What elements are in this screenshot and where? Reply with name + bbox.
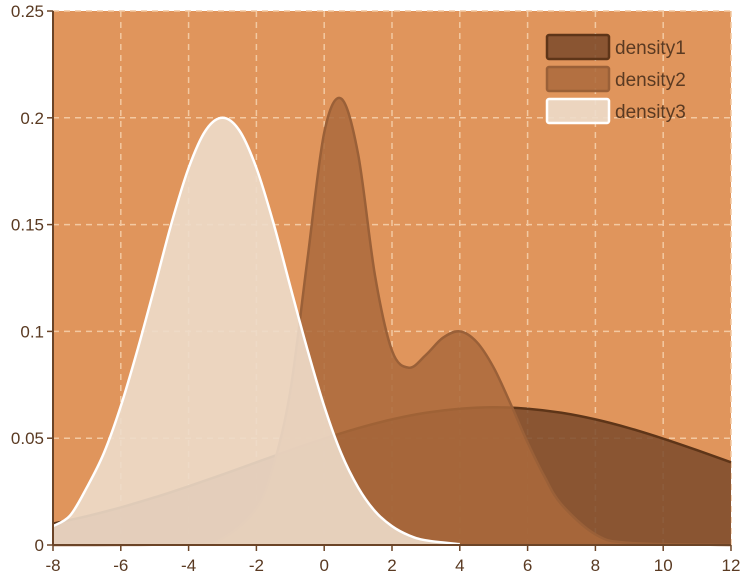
x-tick-label: 10 [654, 556, 673, 575]
x-axis-ticks: -8 -6 -4 -2 0 2 4 6 8 10 12 [45, 545, 740, 575]
x-tick-label: 6 [523, 556, 532, 575]
x-tick-label: -4 [181, 556, 196, 575]
area-density3 [53, 117, 460, 546]
legend: density1 density2 density3 [545, 33, 686, 125]
legend-label-density1: density1 [615, 38, 686, 59]
x-tick-label: 0 [319, 556, 328, 575]
x-tick-label: 4 [455, 556, 464, 575]
y-tick-label: 0 [35, 536, 44, 555]
x-tick-label: -8 [45, 556, 60, 575]
y-tick-label: 0.1 [20, 322, 44, 341]
legend-label-density2: density2 [615, 70, 686, 91]
legend-swatch-density2 [545, 65, 611, 93]
x-tick-label: 12 [722, 556, 741, 575]
density-areas [52, 96, 732, 547]
y-tick-label: 0.2 [20, 109, 44, 128]
y-tick-label: 0.05 [11, 429, 44, 448]
line-density3 [52, 116, 460, 546]
x-tick-label: 2 [387, 556, 396, 575]
plot-area: -8 -6 -4 -2 0 2 4 6 8 10 12 0 0.05 0.1 0.15 0.2 0.25 de… [11, 2, 741, 575]
legend-label-density3: density3 [615, 102, 686, 123]
x-tick-label: -2 [249, 556, 264, 575]
x-tick-label: -6 [113, 556, 128, 575]
y-axis-ticks: 0 0.05 0.1 0.15 0.2 0.25 [11, 2, 53, 555]
area-density2 [53, 97, 731, 546]
legend-swatch-density1 [545, 33, 611, 61]
x-tick-label: 8 [591, 556, 600, 575]
y-tick-label: 0.15 [11, 216, 44, 235]
legend-swatch-density3 [545, 97, 611, 125]
y-tick-label: 0.25 [11, 2, 44, 21]
